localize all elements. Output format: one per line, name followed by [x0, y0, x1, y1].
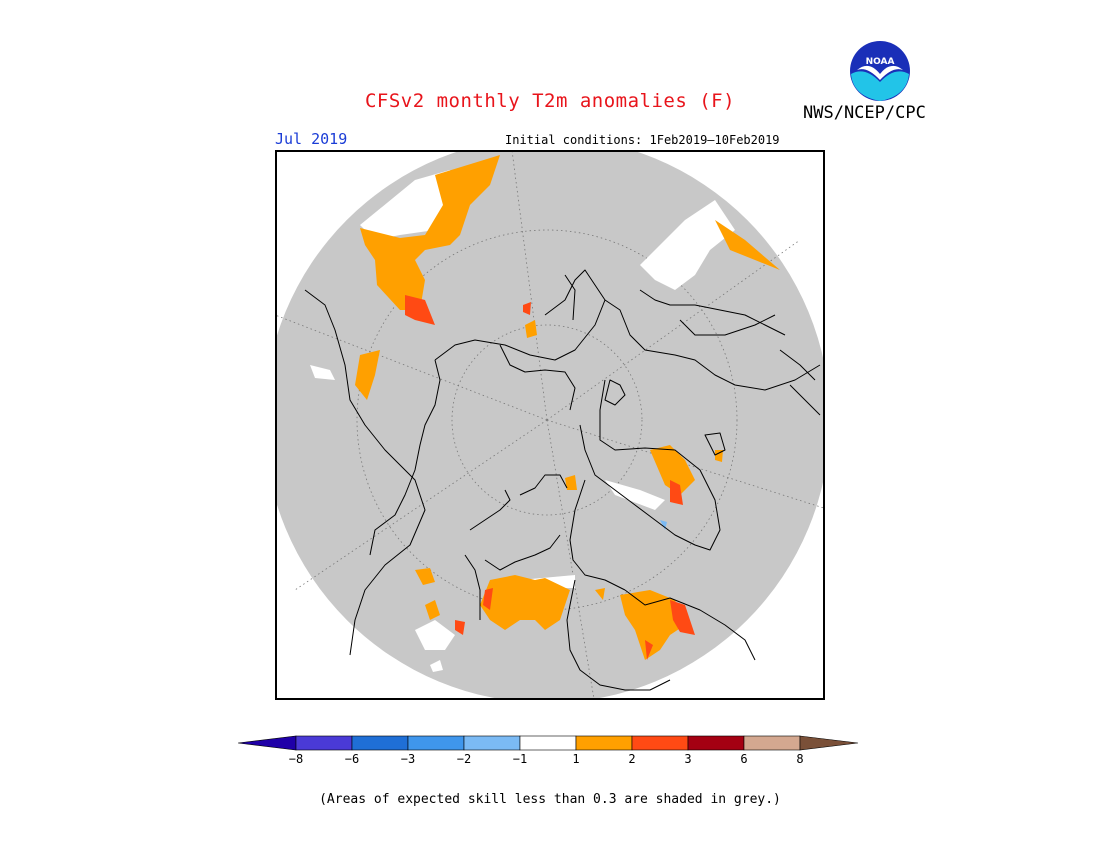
color-bar-label: 3 [684, 752, 692, 766]
color-bar-label: −6 [344, 752, 360, 766]
warm-anomaly-2-3 [405, 295, 695, 660]
color-bar-label: 2 [628, 752, 636, 766]
valid-month: Jul 2019 [275, 130, 348, 148]
color-bar-swatch [407, 735, 465, 751]
chart-title: CFSv2 monthly T2m anomalies (F) [364, 90, 736, 112]
initial-conditions: Initial conditions: 1Feb2019–10Feb2019 [505, 133, 780, 147]
color-bar-swatch [631, 735, 689, 751]
noaa-logo: NOAA [850, 41, 910, 101]
warm-anomaly-1-2 [355, 155, 780, 660]
color-bar-swatch [238, 735, 297, 751]
color-bar [238, 735, 859, 751]
skill-mask-note: (Areas of expected skill less than 0.3 a… [319, 792, 781, 807]
color-bar-swatch [687, 735, 745, 751]
color-bar-label: 1 [572, 752, 580, 766]
logo-text: NOAA [866, 57, 895, 67]
color-bar-swatch [799, 735, 859, 751]
color-bar-swatch [743, 735, 801, 751]
anomaly-map [275, 150, 825, 700]
near-normal-regions [310, 170, 735, 672]
color-bar-label: −8 [288, 752, 304, 766]
color-bar-label: −3 [400, 752, 416, 766]
color-bar-label: −2 [456, 752, 472, 766]
color-bar-swatch [575, 735, 633, 751]
color-bar-label: 6 [740, 752, 748, 766]
color-bar-swatch [519, 735, 577, 751]
color-bar-swatch [295, 735, 353, 751]
agency-label: NWS/NCEP/CPC [803, 103, 926, 123]
color-bar-swatch [463, 735, 521, 751]
color-bar-label: 8 [796, 752, 804, 766]
color-bar-label: −1 [512, 752, 528, 766]
color-bar-swatch [351, 735, 409, 751]
coastlines [304, 269, 821, 691]
